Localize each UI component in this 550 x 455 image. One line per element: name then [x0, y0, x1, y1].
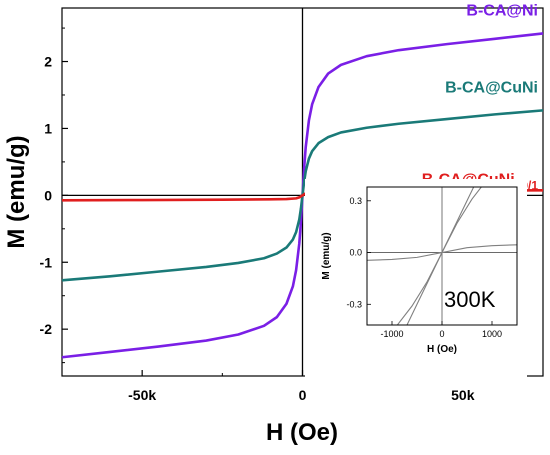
x-axis-title: H (Oe): [266, 419, 338, 446]
inset-plot: -1000 0 1000 -0.3 0.0 0.3 H (Oe) M (emu/g) 300K: [305, 179, 527, 387]
y-tick-label: 2: [44, 54, 52, 70]
inset-y-tick-label: -0.3: [346, 299, 362, 309]
y-axis-title: M (emu/g): [3, 135, 30, 248]
series-label-cuni: B-CA@CuNi: [445, 79, 538, 96]
y-tick-label: -1: [40, 254, 53, 270]
inset-x-tick-label: 1000: [482, 329, 502, 339]
y-tick-label: 1: [44, 120, 52, 136]
inset-y-tick-label: 0.0: [349, 248, 362, 258]
x-tick-label: -50k: [128, 387, 156, 403]
inset-y-axis-title: M (emu/g): [321, 232, 332, 279]
y-tick-label: 0: [44, 187, 52, 203]
inset-temperature-annotation: 300K: [444, 287, 496, 312]
inset-x-axis-title: H (Oe): [427, 344, 457, 355]
inset-curves: [367, 187, 517, 325]
inset-x-tick-label: 0: [439, 329, 444, 339]
inset-y-tick-label: 0.3: [349, 196, 362, 206]
series-label-main: B-CA@Ni: [466, 2, 538, 19]
x-tick-label: 50k: [451, 387, 475, 403]
x-tick-label: 0: [299, 387, 307, 403]
series-labels: B-CA@NiB-CA@CuNiB-CA@CuNi10/1: [422, 2, 539, 192]
inset-curve-3: [367, 244, 517, 261]
series-label-ni: B-CA@Ni: [466, 2, 538, 19]
inset-background: [305, 179, 527, 387]
inset-x-tick-label: -1000: [380, 329, 403, 339]
y-tick-label: -2: [40, 321, 53, 337]
series-label-main: B-CA@CuNi: [445, 79, 538, 96]
